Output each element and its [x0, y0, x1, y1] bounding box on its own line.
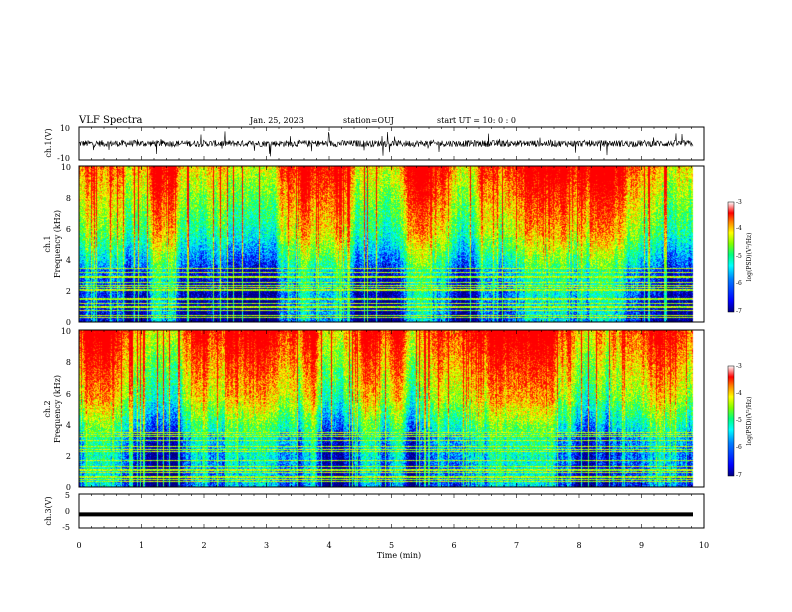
- ch1-waveform-panel: 10 -10 ch.1(V): [44, 124, 705, 163]
- ch1-waveform-trace: [78, 131, 694, 157]
- ch2-cbar-tick-3: -3: [736, 363, 742, 370]
- ch1-colorbar: -3 -4 -5 -6 -7 log(PSD)(V²/Hz): [727, 199, 753, 315]
- time-tick-label: 1: [139, 541, 144, 550]
- station-label: station=OUJ: [343, 116, 394, 125]
- ch3-ytick-5: 5: [65, 491, 70, 500]
- time-tick-label: 2: [201, 541, 206, 550]
- time-tick-label: 3: [264, 541, 269, 550]
- ch1-spectrogram-panel: 10 8 6 4 2 0 ch.1 Frequency (kHz): [43, 163, 753, 327]
- ch1-colorbar-gradient: [727, 201, 735, 313]
- ch2-freq-tick-0: 0: [66, 483, 71, 492]
- ch1-freq-tick-10: 10: [61, 163, 71, 172]
- date-label: Jan. 25, 2023: [249, 116, 304, 125]
- time-axis: 0 1 2 3 4 5 6 7 8 9 10: [76, 541, 709, 550]
- time-tick-label: 7: [514, 541, 519, 550]
- ch1-time-ticks: [78, 127, 705, 160]
- ch2-channel-label: ch.2: [43, 400, 52, 417]
- ch3-time-ticks: [78, 494, 705, 528]
- time-tick-label: 9: [639, 541, 644, 550]
- ch2-colorbar-gradient: [727, 365, 735, 477]
- time-tick-label: 5: [389, 541, 394, 550]
- ch2-colorbar-label: log(PSD)(V²/Hz): [746, 397, 753, 446]
- ch1-freq-tick-0: 0: [66, 318, 71, 327]
- ch1-channel-label: ch.1: [43, 235, 52, 252]
- time-tick-label: 8: [576, 541, 581, 550]
- ch1-freq-tick-8: 8: [66, 194, 71, 203]
- ch1-cbar-tick-4: -4: [736, 225, 742, 232]
- ch1-freq-tick-6: 6: [66, 225, 71, 234]
- ch2-cbar-tick-5: -5: [736, 417, 742, 424]
- ch1-cbar-tick-5: -5: [736, 253, 742, 260]
- ch2-cbar-tick-6: -6: [736, 444, 742, 451]
- ch1-waveform-ylabel: ch.1(V): [44, 128, 53, 157]
- ch1-spectrogram-image: [79, 166, 704, 322]
- ch1-cbar-tick-3: -3: [736, 199, 742, 206]
- ch3-waveform-panel: 5 0 -5 ch.3(V): [44, 491, 705, 532]
- ch2-freq-tick-10: 10: [61, 327, 71, 336]
- ch2-spectrogram-ticks: [78, 330, 705, 487]
- ch2-freq-tick-8: 8: [66, 358, 71, 367]
- time-axis-label: Time (min): [377, 551, 421, 560]
- ch2-spectrogram-panel: 10 8 6 4 2 0 ch.2 Frequency (kHz) -3 -4 …: [43, 327, 753, 492]
- ch2-frequency-label: Frequency (kHz): [53, 375, 62, 443]
- ch2-freq-tick-2: 2: [66, 452, 71, 461]
- ch1-frequency-label: Frequency (kHz): [53, 210, 62, 278]
- ch2-freq-tick-4: 4: [66, 421, 71, 430]
- ch3-ytick-neg5: -5: [62, 523, 70, 532]
- ch3-waveform-frame: [78, 493, 705, 529]
- ch1-colorbar-label: log(PSD)(V²/Hz): [746, 233, 753, 282]
- figure-title: VLF Spectra: [78, 115, 143, 126]
- start-time-label: start UT = 10: 0 : 0: [437, 116, 516, 125]
- ch2-cbar-tick-7: -7: [736, 472, 742, 479]
- ch2-freq-tick-6: 6: [66, 390, 71, 399]
- ch2-colorbar: -3 -4 -5 -6 -7 log(PSD)(V²/Hz): [727, 363, 753, 479]
- ch1-cbar-tick-6: -6: [736, 280, 742, 287]
- time-tick-label: 4: [326, 541, 331, 550]
- ch1-spectrogram-ticks: [78, 166, 705, 322]
- ch3-waveform-ylabel: ch.3(V): [44, 496, 53, 525]
- ch1-freq-tick-2: 2: [66, 287, 71, 296]
- time-tick-label: 6: [451, 541, 456, 550]
- ch1-freq-tick-4: 4: [66, 256, 71, 265]
- ch2-spectrogram-image: [79, 330, 704, 487]
- ch1-ytick-bottom: -10: [57, 154, 70, 163]
- time-tick-label: 10: [699, 541, 709, 550]
- ch1-cbar-tick-7: -7: [736, 308, 742, 315]
- time-tick-label: 0: [76, 541, 81, 550]
- ch3-ytick-0: 0: [65, 507, 70, 516]
- ch2-cbar-tick-4: -4: [736, 390, 742, 397]
- ch1-ytick-top: 10: [60, 124, 70, 133]
